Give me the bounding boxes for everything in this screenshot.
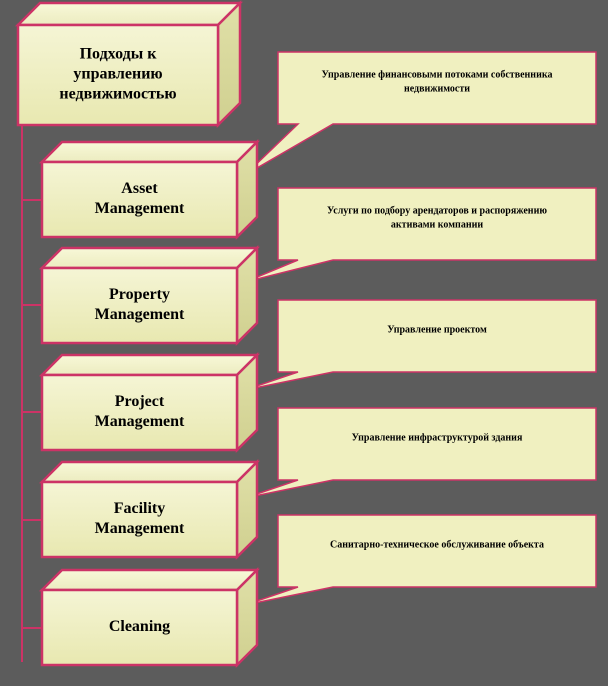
approach-cube-0-label: Asset: [121, 180, 158, 197]
approach-cube-1-label: Property: [109, 286, 170, 303]
approach-cube-2-label: Management: [95, 413, 185, 430]
approach-cube-4-label: Cleaning: [109, 618, 170, 635]
callout-0-text: Управление финансовыми потоками собствен…: [322, 69, 553, 80]
approach-cube-1-label: Management: [95, 306, 185, 323]
connector-line: [22, 125, 42, 662]
approach-cube-4: Cleaning: [42, 570, 257, 665]
callout-1-text: Услуги по подбору арендаторов и распоряж…: [327, 205, 547, 216]
callout-1: Услуги по подбору арендаторов и распоряж…: [245, 188, 596, 282]
callout-3: Управление инфраструктурой здания: [245, 408, 596, 498]
title-cube-label: Подходы к: [80, 46, 158, 63]
approach-cube-3-label: Management: [95, 520, 185, 537]
callout-2-text: Управление проектом: [387, 324, 487, 335]
approach-cube-0-label: Management: [95, 200, 185, 217]
diagram-stage: Управление финансовыми потоками собствен…: [0, 0, 608, 686]
approach-cube-2: Project Management: [42, 355, 257, 450]
title-cube-label: недвижимостью: [59, 86, 176, 103]
approach-cube-3: Facility Management: [42, 462, 257, 557]
callout-4: Санитарно-техническое обслуживание объек…: [245, 515, 596, 605]
callout-3-text: Управление инфраструктурой здания: [352, 432, 523, 443]
title-cube: Подходы к управлению недвижимостью: [18, 3, 240, 125]
approach-cube-0: Asset Management: [42, 142, 257, 237]
callout-1-text: активами компании: [391, 219, 483, 230]
callout-0-text: недвижимости: [404, 83, 470, 94]
callout-4-text: Санитарно-техническое обслуживание объек…: [330, 539, 544, 550]
callout-0: Управление финансовыми потоками собствен…: [245, 52, 596, 175]
approach-cube-2-label: Project: [115, 393, 165, 410]
title-cube-label: управлению: [73, 66, 162, 83]
callout-2: Управление проектом: [245, 300, 596, 390]
approach-cube-1: Property Management: [42, 248, 257, 343]
approach-cube-3-label: Facility: [114, 500, 166, 517]
